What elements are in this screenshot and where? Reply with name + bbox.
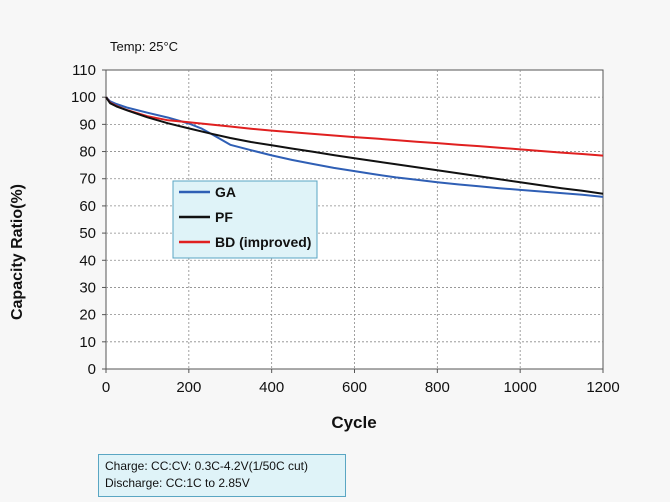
series-line-pf xyxy=(105,96,604,195)
y-tick-label: 60 xyxy=(79,198,96,215)
x-tick-label: 1200 xyxy=(586,379,619,396)
temperature-annotation: Temp: 25°C xyxy=(110,39,178,54)
x-axis-title: Cycle xyxy=(331,413,376,432)
x-tick-label: 600 xyxy=(342,379,367,396)
legend-label-ga: GA xyxy=(215,184,236,200)
charge-condition: Charge: CC:CV: 0.3C-4.2V(1/50C cut) xyxy=(105,459,308,473)
x-tick-label: 400 xyxy=(259,379,284,396)
y-tick-label: 40 xyxy=(79,252,96,269)
y-tick-label: 90 xyxy=(79,116,96,133)
legend-label-pf: PF xyxy=(215,209,233,225)
y-tick-label: 70 xyxy=(79,171,96,188)
y-tick-label: 20 xyxy=(79,307,96,324)
y-tick-label: 100 xyxy=(71,89,96,106)
y-tick-label: 30 xyxy=(79,279,96,296)
y-tick-label: 50 xyxy=(79,225,96,242)
y-tick-label: 0 xyxy=(88,361,96,378)
y-tick-label: 80 xyxy=(79,144,96,161)
discharge-condition: Discharge: CC:1C to 2.85V xyxy=(105,476,250,490)
y-tick-label: 110 xyxy=(72,62,96,79)
x-tick-label: 0 xyxy=(102,379,110,396)
tick-labels: 0 10 20 30 40 50 60 70 80 90 100 110 0 200 400 600 800 10… xyxy=(71,62,620,396)
x-tick-label: 200 xyxy=(176,379,201,396)
series-layer xyxy=(105,96,604,198)
legend-label-bd: BD (improved) xyxy=(215,234,311,250)
y-tick-label: 10 xyxy=(79,334,96,351)
series-line-ga xyxy=(105,96,604,198)
x-tick-label: 800 xyxy=(425,379,450,396)
y-axis-title: Capacity Ratio(%) xyxy=(9,184,26,320)
legend: GA PF BD (improved) xyxy=(172,180,318,259)
x-tick-label: 1000 xyxy=(503,379,536,396)
legend-box xyxy=(172,180,318,259)
series-line-bd xyxy=(105,96,604,157)
test-conditions-box: Charge: CC:CV: 0.3C-4.2V(1/50C cut) Disc… xyxy=(98,454,346,497)
